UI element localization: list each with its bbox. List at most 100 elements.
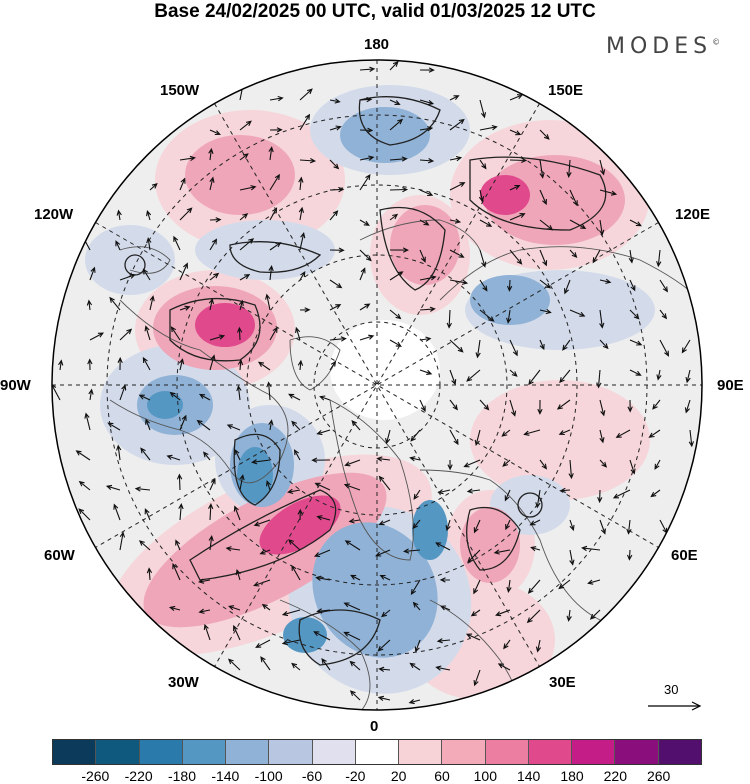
wind-arrow (539, 189, 547, 206)
wind-arrow (298, 176, 304, 191)
wind-arrow (209, 217, 222, 223)
lon-label-120w: 120W (34, 206, 74, 223)
wind-arrow (410, 579, 421, 596)
wind-arrow (681, 339, 691, 354)
wind-arrow (449, 339, 464, 353)
colorbar-tick-label: -20 (345, 768, 366, 784)
colorbar-swatch (53, 740, 97, 764)
wind-arrow (506, 579, 512, 593)
wind-arrow (378, 519, 391, 526)
wind-arrow (509, 249, 523, 265)
wind-arrow (527, 579, 541, 594)
wind-arrow (479, 124, 498, 131)
wind-arrow (412, 519, 421, 530)
wind-arrow (626, 549, 633, 561)
wind-arrow (597, 489, 603, 504)
wind-arrow (329, 125, 342, 131)
wind-arrow (172, 563, 181, 581)
wind-arrow (116, 444, 122, 461)
wind-arrow (233, 624, 241, 641)
wind-arrow (78, 480, 91, 491)
wind-arrow (470, 609, 481, 617)
lon-label-30e: 30E (549, 674, 576, 691)
wind-arrow (268, 265, 274, 281)
wind-arrow (236, 385, 242, 401)
wind-arrow (569, 309, 586, 317)
wind-arrow (261, 603, 271, 611)
wind-arrow (599, 339, 609, 350)
wind-arrow (376, 456, 391, 462)
wind-arrow (435, 542, 451, 551)
wind-arrow (238, 299, 244, 311)
wind-arrow (509, 213, 526, 221)
wind-arrow (236, 326, 243, 341)
wind-arrow (233, 505, 241, 521)
wind-arrow (537, 399, 543, 415)
wind-arrow (149, 295, 155, 311)
wind-arrow (117, 356, 123, 371)
wind-arrow (287, 488, 301, 495)
wind-arrow (209, 478, 216, 491)
wind-arrow (87, 358, 93, 371)
wind-arrow (179, 155, 196, 162)
wind-arrow (523, 429, 541, 436)
wind-arrow (175, 539, 181, 551)
wind-arrow (299, 271, 306, 281)
wind-arrow (144, 325, 151, 341)
wind-arrow (166, 454, 181, 461)
wind-arrow (86, 299, 93, 311)
wind-arrow (558, 579, 571, 590)
wind-arrow (506, 309, 512, 324)
colorbar-swatch (615, 740, 659, 764)
wind-arrow (149, 182, 158, 191)
wind-arrow (375, 549, 391, 557)
wind-arrow (198, 393, 211, 401)
wind-arrow (419, 158, 435, 164)
wind-arrow (419, 275, 437, 281)
wind-arrow (329, 336, 347, 342)
wind-arrow (142, 268, 151, 281)
wind-arrow (299, 307, 311, 313)
wind-arrow (539, 159, 545, 179)
wind-arrow (329, 304, 342, 311)
brand-text: MODES (606, 34, 713, 59)
wind-arrow (539, 459, 548, 470)
wind-arrow (343, 483, 361, 491)
wind-arrow (179, 414, 187, 431)
wind-arrow (316, 429, 331, 436)
wind-arrow (299, 88, 313, 101)
wind-arrow (379, 574, 391, 581)
wind-arrow (298, 206, 305, 221)
wind-arrow (288, 539, 301, 551)
wind-arrow (208, 297, 215, 311)
wind-arrow (343, 602, 361, 611)
wind-arrow (145, 418, 151, 431)
wind-arrow (446, 309, 452, 329)
wind-arrow (467, 549, 481, 563)
wind-arrow (109, 296, 121, 311)
wind-arrow (449, 95, 460, 101)
wind-arrow (449, 249, 465, 258)
wind-arrow (502, 459, 511, 467)
wind-arrow (414, 639, 421, 653)
wind-arrow (535, 489, 541, 509)
wind-arrow (78, 508, 91, 521)
wind-arrow (329, 210, 339, 221)
wind-arrow (479, 399, 490, 411)
wind-arrow (265, 480, 271, 491)
wind-arrow (493, 549, 511, 555)
wind-arrow (599, 159, 606, 176)
wind-arrow (478, 189, 485, 203)
wind-arrow (569, 189, 578, 207)
colorbar-tick-label: 100 (473, 768, 498, 784)
wind-arrow (170, 326, 181, 341)
wind-arrow (563, 279, 571, 295)
wind-arrow (209, 272, 220, 281)
wind-arrow (629, 219, 642, 227)
wind-arrow (419, 189, 434, 197)
wind-arrow (146, 209, 152, 221)
wind-arrow (473, 669, 481, 687)
wind-arrow (599, 429, 605, 444)
colorbar-swatch (442, 740, 486, 764)
wind-arrow (119, 273, 136, 281)
